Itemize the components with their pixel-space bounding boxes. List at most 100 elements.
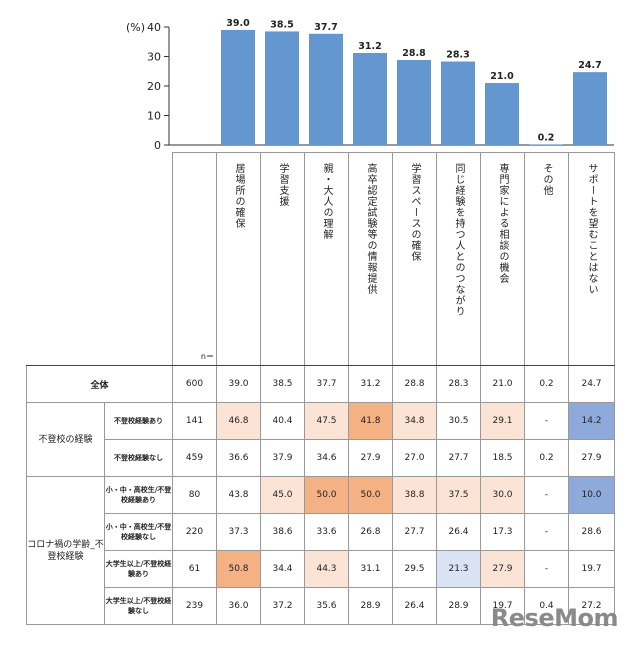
- value-cell: -: [524, 550, 569, 588]
- n-value: 239: [172, 587, 217, 625]
- col-header-8: サポートを望むことはない: [568, 152, 615, 366]
- col-header-label: サポートを望むことはない: [586, 163, 597, 295]
- value-cell: 43.8: [216, 476, 261, 514]
- bar-value-label: 24.7: [578, 60, 601, 71]
- n-value: 61: [172, 550, 217, 588]
- table-row: 不登校の経験 不登校経験あり 141 46.8 40.4 47.5 41.8 34.8 30.5…: [26, 402, 615, 477]
- value-cell: 30.5: [436, 402, 481, 440]
- n-value: 141: [172, 402, 217, 440]
- value-cell: 45.0: [260, 476, 305, 514]
- col-header-6: 専門家による相談の機会: [480, 152, 525, 366]
- value-cell: 34.6: [304, 439, 349, 477]
- bar: [441, 61, 475, 145]
- value-cell: 33.6: [304, 513, 349, 551]
- value-cell: 38.5: [260, 365, 305, 403]
- value-cell: 28.3: [436, 365, 481, 403]
- group-label: 不登校の経験: [26, 402, 105, 477]
- value-cell: 50.8: [216, 550, 261, 588]
- col-header-5: 同じ経験を持つ人とのつながり: [436, 152, 481, 366]
- value-cell: 44.3: [304, 550, 349, 588]
- value-cell: 27.7: [436, 439, 481, 477]
- value-cell: -: [524, 513, 569, 551]
- value-cell: 34.4: [260, 550, 305, 588]
- value-cell: 27.7: [392, 513, 437, 551]
- header-row: n＝ 居場所の確保 学習支援 親・大人の理解 高卒認定試験等の情報提供 学習スペ…: [26, 152, 615, 366]
- value-cell: 17.3: [480, 513, 525, 551]
- group-label: コロナ禍の学齢_不登校経験: [26, 476, 105, 625]
- y-tick-label: 0: [154, 139, 161, 152]
- bar-chart: 0 10 20 30 40(%) 39.0 38.5 37.7 31.2 28.8 28.3 21.…: [126, 18, 614, 152]
- value-cell: 28.6: [568, 513, 615, 551]
- value-cell: 37.7: [304, 365, 349, 403]
- value-cell: 26.4: [436, 513, 481, 551]
- bar-value-label: 39.0: [226, 18, 250, 29]
- col-header-2: 親・大人の理解: [304, 152, 349, 366]
- table-row: 小・中・高校生/不登校経験なし 220 37.3 38.6 33.6 26.8 27.7 26…: [27, 513, 615, 551]
- bar: [309, 33, 343, 145]
- bar-value-label: 28.3: [446, 50, 469, 61]
- value-cell: 38.8: [392, 476, 437, 514]
- n-value: 220: [172, 513, 217, 551]
- table-row: コロナ禍の学齢_不登校経験 小・中・高校生/不登校経験あり 80 43.8 45.0 50…: [26, 476, 615, 625]
- bar: [265, 31, 299, 145]
- value-cell: 21.3: [436, 550, 481, 588]
- col-header-0: 居場所の確保: [216, 152, 261, 366]
- value-cell: 31.1: [348, 550, 393, 588]
- value-cell: -: [524, 402, 569, 440]
- value-cell: 36.6: [216, 439, 261, 477]
- value-cell: -: [524, 476, 569, 514]
- value-cell: 29.1: [480, 402, 525, 440]
- n-header-label: n＝: [200, 352, 214, 361]
- bar: [397, 60, 431, 145]
- value-cell: 14.2: [568, 402, 615, 440]
- col-header-3: 高卒認定試験等の情報提供: [348, 152, 393, 366]
- bar-value-label: 28.8: [402, 48, 426, 59]
- y-tick-label: 10: [147, 110, 161, 123]
- value-cell: 0.2: [524, 365, 569, 403]
- subgroup-label: 大学生以上/不登校経験あり: [104, 550, 173, 588]
- data-table: n＝ 居場所の確保 学習支援 親・大人の理解 高卒認定試験等の情報提供 学習スペ…: [26, 152, 615, 625]
- table-row: 大学生以上/不登校経験なし 239 36.0 37.2 35.6 28.9 26.4 28.9…: [27, 587, 615, 625]
- value-cell: 36.0: [216, 587, 261, 625]
- value-cell: 27.2: [568, 587, 615, 625]
- col-header-label: 居場所の確保: [233, 163, 244, 229]
- bar: [573, 72, 607, 145]
- bar-value-label: 0.2: [538, 132, 555, 143]
- value-cell: 27.0: [392, 439, 437, 477]
- bar-value-label: 31.2: [358, 41, 381, 52]
- bars: 39.0 38.5 37.7 31.2 28.8 28.3 21.0 0.2 24.7: [221, 18, 607, 146]
- value-cell: 34.8: [392, 402, 437, 440]
- value-cell: 26.4: [392, 587, 437, 625]
- n-value: 459: [172, 439, 217, 477]
- col-header-label: 同じ経験を持つ人とのつながり: [453, 163, 464, 317]
- value-cell: 35.6: [304, 587, 349, 625]
- value-cell: 0.2: [524, 439, 569, 477]
- value-cell: 39.0: [216, 365, 261, 403]
- value-cell: 47.5: [304, 402, 349, 440]
- value-cell: 46.8: [216, 402, 261, 440]
- value-cell: 30.0: [480, 476, 525, 514]
- value-cell: 28.9: [436, 587, 481, 625]
- n-value: 80: [172, 476, 217, 514]
- value-cell: 37.2: [260, 587, 305, 625]
- value-cell: 10.0: [568, 476, 615, 514]
- value-cell: 19.7: [568, 550, 615, 588]
- table-row: 大学生以上/不登校経験あり 61 50.8 34.4 44.3 31.1 29.5 21.3 2…: [27, 550, 615, 588]
- value-cell: 29.5: [392, 550, 437, 588]
- subgroup-label: 小・中・高校生/不登校経験あり: [104, 476, 173, 514]
- subgroup-label: 小・中・高校生/不登校経験なし: [104, 513, 173, 551]
- subgroup-label: 大学生以上/不登校経験なし: [104, 587, 173, 625]
- subgroup-label: 不登校経験なし: [104, 439, 173, 477]
- value-cell: 41.8: [348, 402, 393, 440]
- col-header-label: 高卒認定試験等の情報提供: [365, 163, 376, 295]
- value-cell: 38.6: [260, 513, 305, 551]
- bar: [221, 29, 255, 146]
- col-header-7: その他: [524, 152, 569, 366]
- value-cell: 28.9: [348, 587, 393, 625]
- value-cell: 27.9: [568, 439, 615, 477]
- value-cell: 24.7: [568, 365, 615, 403]
- table-row: 不登校経験なし 459 36.6 37.9 34.6 27.9 27.0 27.7 18.5 0.…: [27, 439, 615, 477]
- subgroup-label: 不登校経験あり: [104, 402, 173, 440]
- value-cell: 0.4: [524, 587, 569, 625]
- bar: [353, 52, 387, 145]
